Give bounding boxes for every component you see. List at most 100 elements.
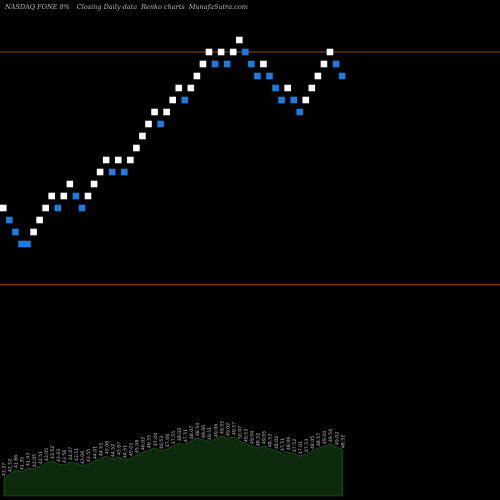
renko-brick-down bbox=[181, 96, 189, 104]
renko-brick-down bbox=[248, 60, 255, 68]
volume-label: 48.02 bbox=[177, 428, 183, 441]
volume-label: 41.43 bbox=[26, 453, 32, 466]
renko-brick-up bbox=[114, 156, 122, 164]
renko-brick-down bbox=[254, 72, 261, 80]
volume-label: 49.04 bbox=[250, 431, 256, 444]
volume-label: 44.53 bbox=[98, 443, 104, 456]
renko-brick-up bbox=[235, 36, 243, 44]
renko-brick-down bbox=[54, 204, 62, 212]
renko-brick-up bbox=[193, 72, 201, 80]
volume-label: 48.07 bbox=[189, 426, 195, 439]
renko-brick-up bbox=[84, 192, 92, 200]
volume-fill bbox=[3, 435, 344, 497]
chart-type-label: Renko charts bbox=[140, 3, 185, 11]
volume-label: 47.53 bbox=[304, 439, 310, 452]
renko-brick-up bbox=[326, 48, 334, 56]
volume-label: 43.52 bbox=[50, 446, 56, 459]
volume-label: 46.53 bbox=[159, 436, 165, 449]
volume-label: 48.57 bbox=[316, 433, 322, 446]
renko-brick-up bbox=[145, 120, 152, 128]
volume-label: 44.51 bbox=[123, 445, 129, 458]
renko-brick-down bbox=[211, 60, 219, 68]
renko-brick-down bbox=[338, 72, 346, 80]
volume-label: 49.06 bbox=[213, 424, 219, 437]
renko-brick-down bbox=[108, 168, 116, 176]
volume-label: 49.02 bbox=[225, 423, 231, 436]
volume-label: 44.52 bbox=[110, 444, 116, 457]
renko-brick-down bbox=[296, 108, 304, 116]
renko-brick-down bbox=[290, 96, 297, 104]
volume-label: 48.54 bbox=[195, 423, 201, 436]
renko-brick-down bbox=[223, 60, 231, 68]
renko-brick-up bbox=[42, 204, 49, 212]
renko-brick-up bbox=[314, 72, 322, 80]
volume-label: 48.52 bbox=[340, 435, 346, 448]
renko-bricks bbox=[0, 36, 346, 248]
volume-label: 43.05 bbox=[44, 448, 50, 461]
renko-brick-down bbox=[272, 84, 279, 92]
renko-brick-up bbox=[284, 84, 291, 92]
volume-label: 44.07 bbox=[68, 447, 74, 460]
renko-brick-down bbox=[6, 216, 13, 224]
volume-area: 43.37 42.52 41.86 41.35 41.43 42.05 42.51 43.05… bbox=[2, 421, 346, 497]
renko-brick-up bbox=[187, 84, 195, 92]
volume-label: 48.05 bbox=[310, 436, 316, 449]
volume-label: 49.57 bbox=[231, 422, 237, 435]
ticker-label: NASDAQ FONE 8% bbox=[4, 3, 70, 11]
renko-brick-down bbox=[78, 204, 86, 212]
volume-label: 45.58 bbox=[135, 440, 141, 453]
volume-label: 45.03 bbox=[129, 443, 135, 456]
renko-brick-up bbox=[133, 144, 140, 152]
volume-label: 47.52 bbox=[292, 439, 298, 452]
volume-label: 43.03 bbox=[56, 449, 62, 462]
volume-label: 49.53 bbox=[244, 429, 250, 442]
volume-label: 49.51 bbox=[207, 427, 213, 440]
volume-label: 48.02 bbox=[274, 436, 280, 449]
volume-label: 47.51 bbox=[183, 429, 189, 442]
renko-brick-up bbox=[308, 84, 316, 92]
volume-label: 43.51 bbox=[74, 448, 80, 461]
renko-brick-down bbox=[121, 168, 128, 176]
volume-label: 49.55 bbox=[219, 421, 225, 434]
volume-label: 43.06 bbox=[80, 451, 86, 464]
volume-label: 48.06 bbox=[286, 437, 292, 450]
volume-label: 47.55 bbox=[171, 431, 177, 444]
volume-label: 48.53 bbox=[268, 434, 274, 447]
volume-label: 41.35 bbox=[20, 457, 26, 470]
volume-label: 46.02 bbox=[141, 437, 147, 450]
renko-brick-down bbox=[278, 96, 285, 104]
renko-brick-up bbox=[320, 60, 328, 68]
renko-brick-up bbox=[260, 60, 267, 68]
volume-label: 49.56 bbox=[328, 429, 334, 442]
volume-label: 47.01 bbox=[298, 441, 304, 454]
volume-label: 42.52 bbox=[8, 459, 14, 472]
volume-label: 49.05 bbox=[262, 431, 268, 444]
renko-brick-up bbox=[199, 60, 207, 68]
volume-label: 45.06 bbox=[104, 441, 110, 454]
renko-brick-up bbox=[139, 132, 146, 140]
renko-brick-up bbox=[48, 192, 55, 200]
renko-brick-up bbox=[102, 156, 110, 164]
volume-label: 45.07 bbox=[116, 442, 122, 455]
renko-brick-up bbox=[229, 48, 237, 56]
renko-brick-down bbox=[266, 72, 273, 80]
chart-header: NASDAQ FONE 8% Closing Daily data Renko ch… bbox=[4, 3, 248, 11]
renko-brick-up bbox=[36, 216, 43, 224]
renko-brick-down bbox=[24, 240, 31, 248]
renko-brick-up bbox=[96, 168, 104, 176]
volume-label: 46.55 bbox=[147, 435, 153, 448]
renko-brick-up bbox=[60, 192, 68, 200]
renko-brick-up bbox=[30, 228, 37, 236]
volume-label: 44.01 bbox=[92, 446, 98, 459]
renko-brick-up bbox=[151, 108, 158, 116]
renko-brick-up bbox=[302, 96, 310, 104]
renko-brick-up bbox=[66, 180, 74, 188]
volume-label: 43.55 bbox=[86, 449, 92, 462]
renko-brick-down bbox=[18, 240, 25, 248]
volume-label: 47.04 bbox=[153, 433, 159, 446]
renko-brick-up bbox=[90, 180, 98, 188]
volume-label: 47.06 bbox=[165, 434, 171, 447]
renko-brick-up bbox=[0, 204, 7, 212]
volume-label: 49.02 bbox=[334, 432, 340, 445]
